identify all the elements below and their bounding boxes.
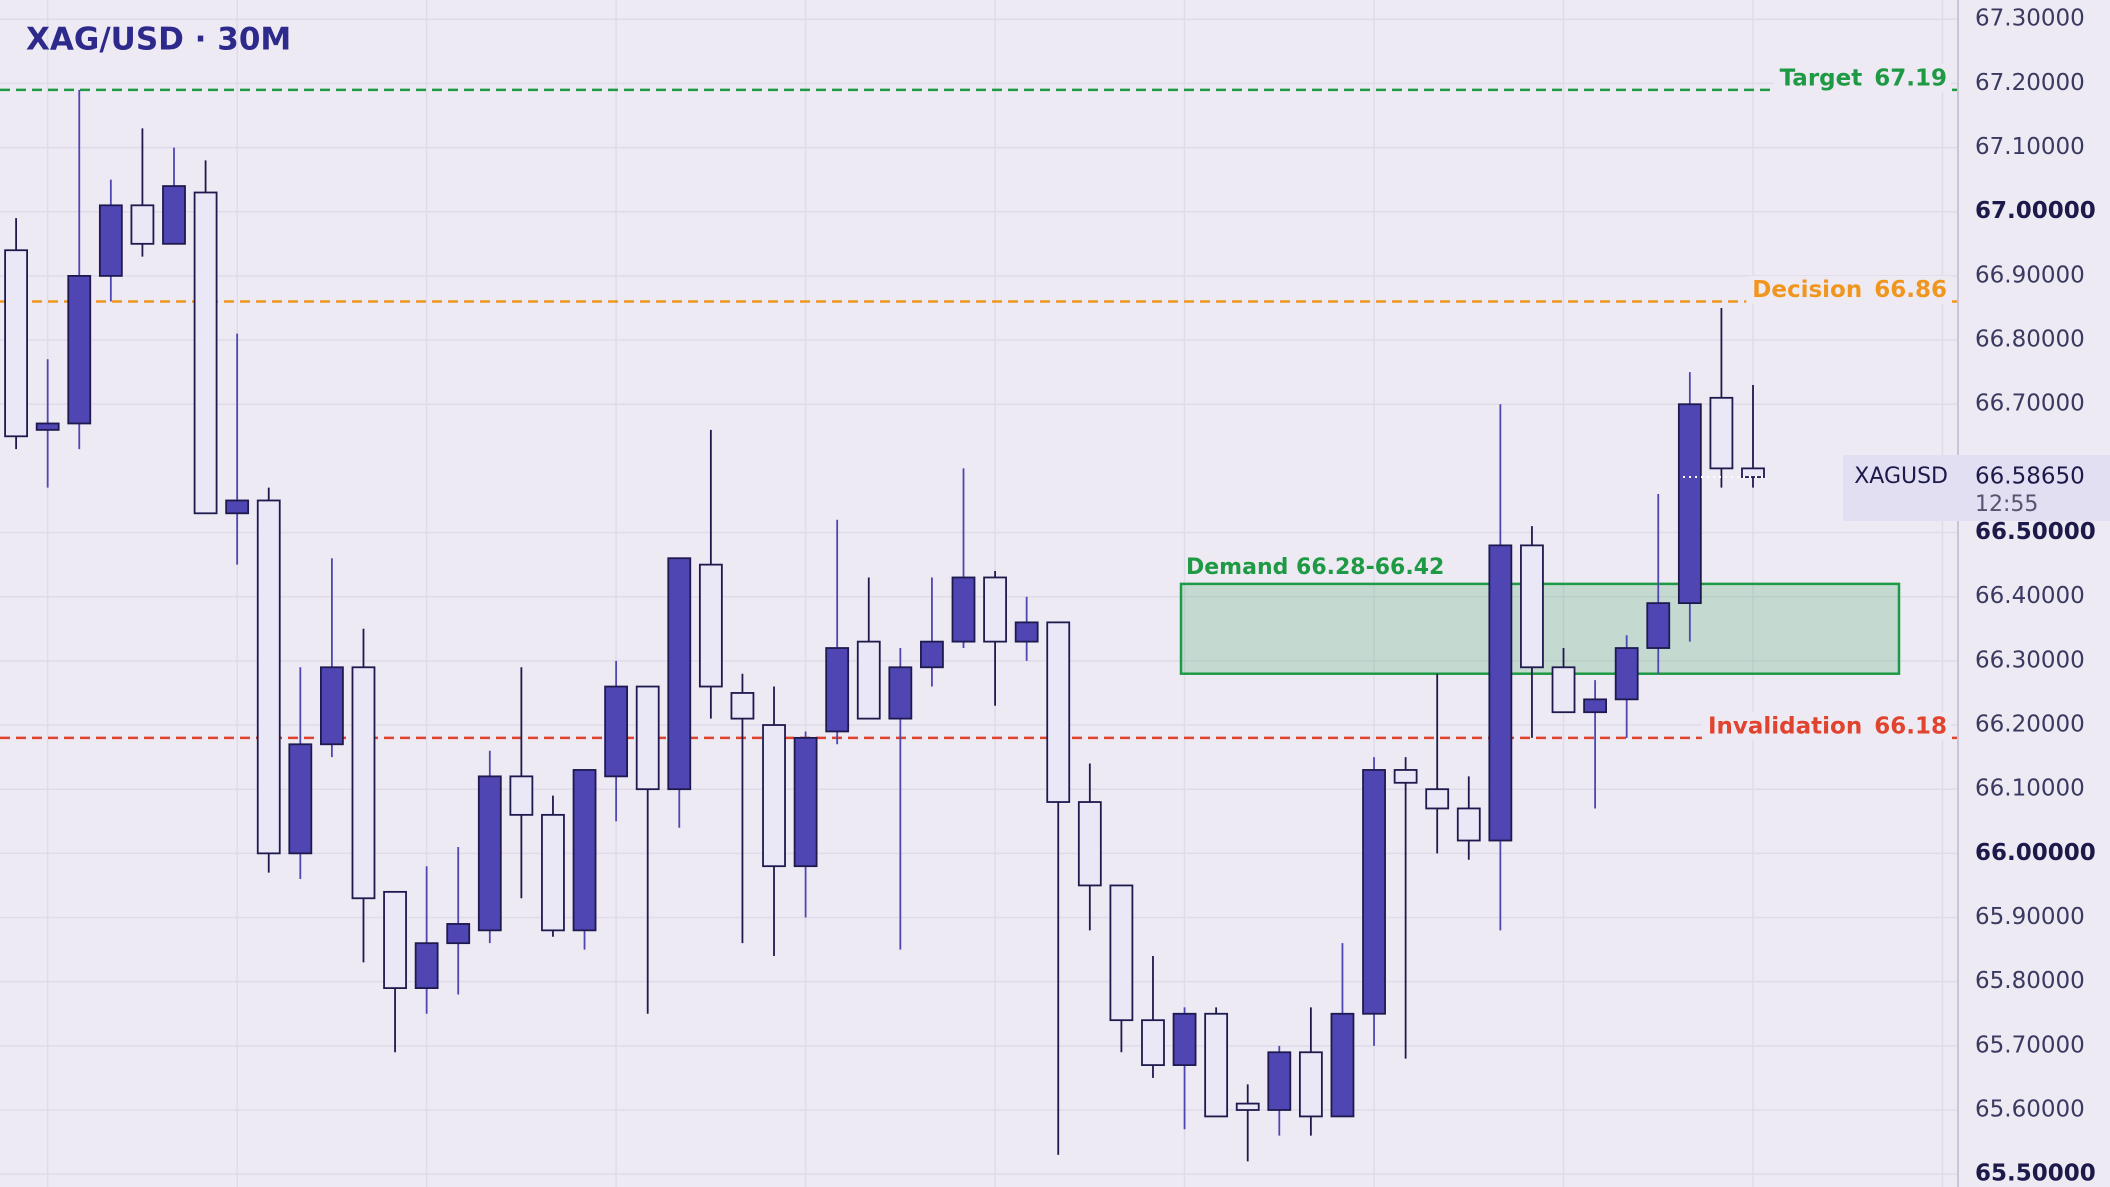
candle-body	[888, 666, 913, 720]
grid	[0, 0, 1958, 1187]
candle-body	[1235, 1102, 1260, 1111]
chart-title: XAG/USD · 30M	[26, 22, 291, 58]
candle-body	[1551, 666, 1576, 714]
countdown: 12:55	[1975, 492, 2038, 517]
candle-body	[762, 724, 786, 868]
level-name: Decision	[1752, 277, 1862, 303]
candle-body	[319, 666, 344, 746]
candle-body	[1425, 788, 1450, 810]
candle-body	[1267, 1051, 1292, 1111]
candle-body	[509, 775, 534, 816]
candle-body	[1077, 801, 1102, 887]
last-price-label: 66.58650	[1975, 464, 2085, 490]
candle-body	[635, 685, 660, 791]
y-tick-label: 65.60000	[1975, 1097, 2085, 1123]
candle-body	[98, 204, 123, 277]
candle-body	[825, 647, 850, 733]
y-tick-label: 66.50000	[1975, 519, 2096, 545]
level-label-bg	[1773, 64, 1951, 93]
y-tick-label: 65.90000	[1975, 904, 2085, 930]
level-value: 66.86	[1874, 277, 1947, 303]
candle-body	[667, 557, 692, 791]
y-tick-label: 66.90000	[1975, 262, 2085, 288]
candle-body	[572, 769, 597, 932]
y-tick-label: 66.40000	[1975, 583, 2085, 609]
y-tick-label: 66.10000	[1975, 776, 2085, 802]
candle-body	[288, 743, 313, 855]
level-name: Target	[1780, 65, 1863, 91]
candle-body	[414, 942, 439, 989]
symbol-label: XAGUSD	[1854, 464, 1948, 489]
y-tick-label: 67.00000	[1975, 198, 2096, 224]
y-tick-label: 66.70000	[1975, 391, 2085, 417]
y-tick-label: 67.20000	[1975, 70, 2085, 96]
candle-body	[730, 692, 755, 720]
y-tick-label: 66.80000	[1975, 327, 2085, 353]
candle-body	[1488, 544, 1513, 842]
level-label-bg	[1746, 276, 1951, 305]
candle-body	[1583, 698, 1607, 714]
candle-body	[1741, 467, 1765, 478]
candle-body	[446, 923, 471, 945]
candle-body	[477, 775, 502, 932]
candle-body	[1330, 1012, 1355, 1118]
candle-body	[1646, 602, 1671, 649]
candle-body	[1520, 544, 1544, 669]
y-tick-label: 66.30000	[1975, 647, 2085, 673]
y-tick-label: 65.80000	[1975, 968, 2085, 994]
candle-body	[793, 736, 818, 868]
level-value: 66.18	[1874, 713, 1947, 739]
candle-body	[1298, 1051, 1323, 1118]
candle-body	[698, 563, 723, 688]
level-label: 67.19 Target	[1773, 64, 1951, 93]
candle-body	[983, 576, 1007, 643]
y-axis: 67.30000 67.20000 67.10000 67.00000 66.90000…	[1843, 6, 2110, 1187]
y-tick-label: 67.30000	[1975, 6, 2085, 32]
candle-body	[1141, 1019, 1165, 1066]
candle-body	[1614, 647, 1639, 701]
zone-label: Demand 66.28-66.42	[1186, 555, 1444, 580]
labels: Demand 66.28-66.42 67.19 Target 66.86 Decisi…	[1186, 64, 1951, 741]
candle-body	[35, 422, 60, 431]
candle-body	[1393, 769, 1418, 784]
candle-body	[4, 249, 28, 438]
candle-body	[383, 890, 407, 989]
candle-body	[1172, 1012, 1197, 1066]
candle-body	[351, 666, 376, 900]
y-tick-label: 66.20000	[1975, 712, 2085, 738]
price-tag-bg	[1843, 455, 2110, 522]
candles	[4, 89, 1765, 1162]
level-label-bg	[1701, 712, 1951, 741]
candle-body	[541, 813, 565, 932]
candle-body	[162, 185, 186, 245]
candle-body	[225, 499, 250, 515]
y-tick-label: 66.00000	[1975, 840, 2096, 866]
level-name: Invalidation	[1708, 713, 1862, 739]
candle-body	[1046, 621, 1071, 803]
y-tick-label: 65.50000	[1975, 1161, 2096, 1187]
y-tick-label: 65.70000	[1975, 1032, 2085, 1058]
candle-body	[1109, 884, 1134, 1022]
candle-body	[1362, 769, 1386, 1015]
level-value: 67.19	[1874, 65, 1947, 91]
level-label: 66.86 Decision	[1746, 276, 1951, 305]
candle-body	[604, 685, 629, 778]
candle-body	[951, 576, 976, 643]
y-tick-label: 67.10000	[1975, 134, 2085, 160]
candle-body	[67, 274, 92, 425]
candle-body	[256, 499, 281, 855]
candle-body	[1014, 621, 1039, 643]
candle-body	[920, 640, 944, 669]
candle-body	[193, 191, 218, 515]
level-label: 66.18 Invalidation	[1701, 712, 1951, 741]
candle-body	[1677, 403, 1702, 605]
candle-body	[856, 640, 881, 720]
candle-body	[1709, 396, 1734, 470]
candle-body	[130, 204, 155, 245]
candle-body	[1204, 1012, 1229, 1118]
candle-body	[1456, 807, 1481, 842]
